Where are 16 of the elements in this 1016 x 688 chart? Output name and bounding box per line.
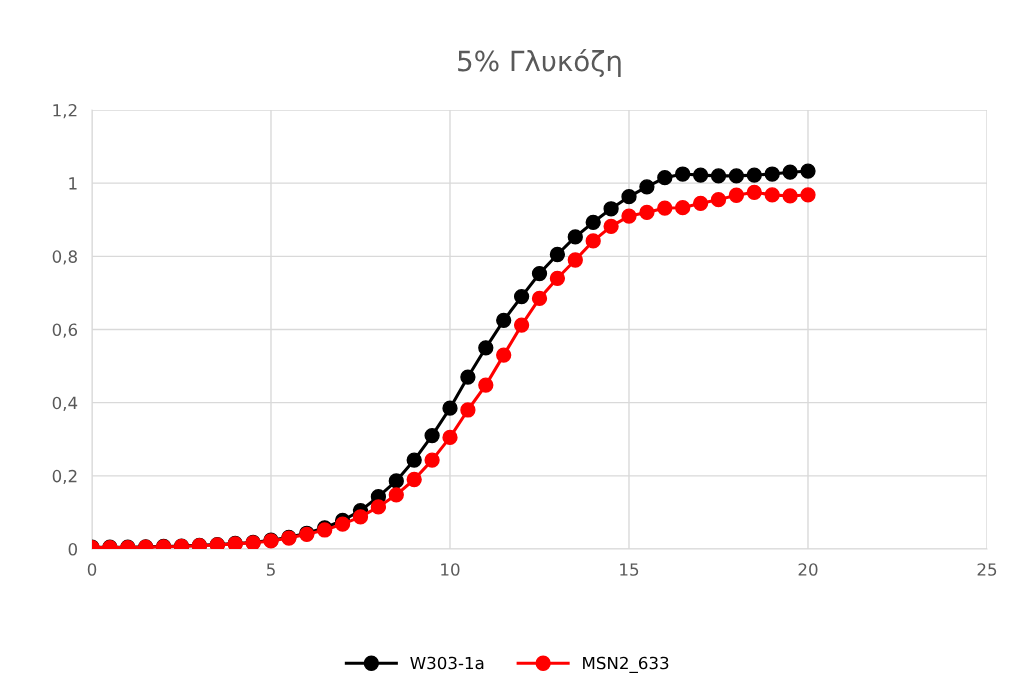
y-tick-label: 0,4 bbox=[52, 396, 78, 411]
x-tick-label: 10 bbox=[441, 563, 460, 576]
x-tick-label: 25 bbox=[977, 563, 997, 576]
chart-title: 5% Γλυκόζη bbox=[458, 48, 621, 77]
y-tick-label: 0,2 bbox=[52, 469, 77, 485]
x-tick-label: 15 bbox=[620, 563, 639, 576]
y-tick-label: 1,2 bbox=[53, 103, 77, 119]
legend-label: W303-1a bbox=[410, 656, 484, 670]
y-tick-label: 0,8 bbox=[52, 250, 77, 265]
y-tick-label: 0 bbox=[68, 542, 77, 556]
x-tick-label: 0 bbox=[87, 563, 97, 576]
y-tick-label: 1 bbox=[69, 177, 77, 190]
x-tick-label: 20 bbox=[798, 563, 818, 576]
x-tick-label: 5 bbox=[266, 563, 275, 576]
y-tick-label: 0,6 bbox=[52, 323, 78, 338]
legend-label: MSN2_633 bbox=[583, 656, 669, 673]
